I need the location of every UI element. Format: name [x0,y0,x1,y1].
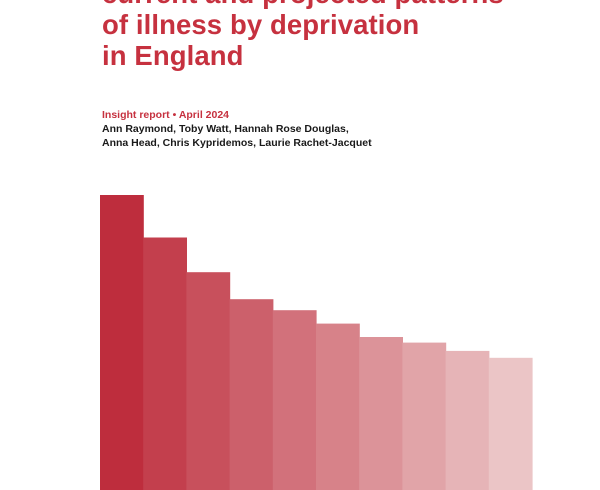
report-type-date: Insight report • April 2024 [102,108,522,122]
decorative-bar-3 [186,272,231,490]
decorative-bar-10 [488,357,533,490]
report-separator: • [172,109,177,121]
decorative-bar-2 [143,237,187,490]
report-label: Insight report [102,109,170,121]
report-date: April 2024 [178,109,230,121]
title-line-1: current and projected patterns [102,0,582,9]
decorative-bar-5 [272,310,317,490]
decorative-bar-9 [445,350,490,490]
authors-line-2: Anna Head, Chris Kypridemos, Laurie Rach… [102,137,372,149]
decorative-bar-1 [100,195,144,490]
decorative-bar-4 [229,299,274,490]
authors-line-1: Ann Raymond, Toby Watt, Hannah Rose Doug… [102,123,349,135]
decorative-bar-6 [316,323,360,490]
report-title: current and projected patterns of illnes… [102,0,582,71]
report-meta: Insight report • April 2024 Ann Raymond,… [102,108,522,150]
title-line-3: in England [102,40,244,71]
decorative-bar-8 [402,342,447,490]
decorative-bar-7 [359,337,403,490]
title-line-2: of illness by deprivation [102,9,420,40]
